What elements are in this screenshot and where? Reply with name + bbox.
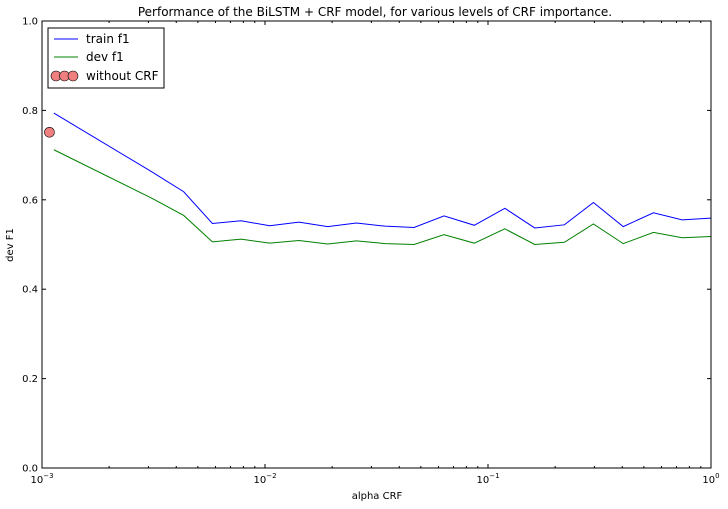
- legend-label: train f1: [86, 32, 130, 46]
- y-tick-label: 0.6: [22, 195, 38, 206]
- y-tick-label: 0.0: [22, 464, 38, 475]
- x-tick-label: 10−2: [253, 472, 276, 486]
- plot-frame: [41, 20, 712, 469]
- plot-area: 10−3 10−2 10−1 100 0.0 0.2 0.4 0.6 0.8 1.0: [22, 17, 720, 487]
- legend-label: without CRF: [86, 69, 159, 83]
- y-axis-label: dev F1: [5, 228, 16, 262]
- x-tick-label: 10−1: [476, 472, 499, 486]
- y-tick-label: 0.4: [22, 285, 38, 296]
- x-axis-label: alpha CRF: [352, 491, 403, 502]
- legend-marker-without-crf: [67, 70, 79, 82]
- x-tick-label: 100: [702, 472, 719, 486]
- y-tick-label: 0.2: [22, 374, 38, 385]
- legend: train f1 dev f1 without CRF: [47, 27, 165, 89]
- y-tick-label: 1.0: [22, 17, 38, 28]
- series-line-dev-f1: [53, 149, 712, 246]
- scatter-point-without-crf: [44, 127, 55, 138]
- legend-label: dev f1: [86, 50, 124, 64]
- series-line-train-f1: [53, 112, 712, 229]
- chart-title: Performance of the BiLSTM + CRF model, f…: [138, 5, 612, 19]
- x-tick-label: 10−3: [30, 472, 53, 486]
- y-tick-label: 0.8: [22, 106, 38, 117]
